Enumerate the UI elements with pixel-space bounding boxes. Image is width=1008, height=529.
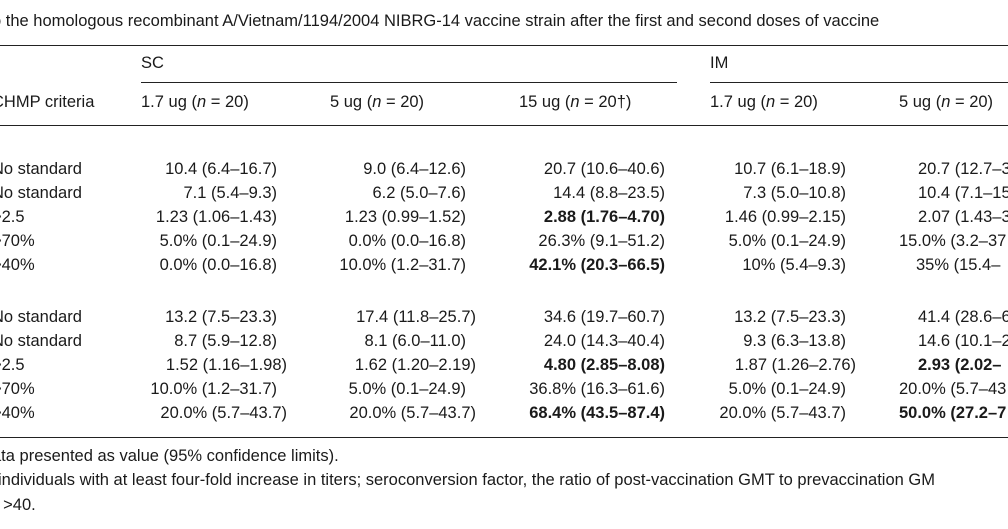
table-cell: 10.7 (6.1–18.9) [734,160,846,178]
table-cell: 35% (15.4– [916,256,1001,274]
table-cell: 10.4 (6.4–16.7) [165,160,277,178]
table-cell: 17.4 (11.8–25.7) [356,308,476,326]
table-cell: 7.1 (5.4–9.3) [183,184,277,202]
table-cell: 41.4 (28.6–6 [918,308,1008,326]
row-criteria: >2.5 [0,356,25,374]
table-cell: 14.6 (10.1–2 [918,332,1008,350]
footnote-2: individuals with at least four-fold incr… [0,471,935,489]
table-cell: 10.0% (1.2–31.7) [339,256,466,274]
table-cell: 20.7 (12.7–3 [918,160,1008,178]
table-cell: 8.1 (6.0–11.0) [364,332,466,350]
table-cell: 20.0% (5.7–43.7) [719,404,846,422]
header-rule [0,125,1008,126]
row-criteria: >2.5 [0,208,25,226]
row-criteria: >40% [0,256,35,274]
table-cell: 20.0% (5.7–43.7) [160,404,287,422]
column-header-im-1-7ug: 1.7 ug (n = 20) [710,93,818,111]
table-cell: 1.46 (0.99–2.15) [724,208,846,226]
table-cell: 0.0% (0.0–16.8) [159,256,277,274]
sc-group-rule [141,82,677,83]
table-cell: 7.3 (5.0–10.8) [743,184,846,202]
column-header-sc-1-7ug: 1.7 ug (n = 20) [141,93,249,111]
column-header-sc-5ug: 5 ug (n = 20) [330,93,425,111]
footnote-3: f >40. [0,496,36,514]
table-cell: 14.4 (8.8–23.5) [553,184,665,202]
table-cell: 9.0 (6.4–12.6) [363,160,466,178]
table-cell: 1.52 (1.16–1.98) [165,356,287,374]
column-header-sc-15ug: 15 ug (n = 20†) [519,93,632,111]
table-cell: 1.62 (1.20–2.19) [354,356,476,374]
table-cell: 2.93 (2.02– [918,356,1002,374]
table-cell: 5.0% (0.1–24.9) [728,380,846,398]
table-cell: 0.0% (0.0–16.8) [348,232,466,250]
table-cell: 2.88 (1.76–4.70) [543,208,665,226]
row-criteria: >40% [0,404,35,422]
table-cell: 1.23 (1.06–1.43) [155,208,277,226]
group-header-im: IM [710,54,729,72]
table-cell: 20.7 (10.6–40.6) [543,160,665,178]
row-criteria: No standard [0,332,82,350]
table-cell: 50.0% (27.2–7 [899,404,1007,422]
row-criteria: >70% [0,380,35,398]
bottom-rule [0,437,1008,438]
column-header-im-5ug: 5 ug (n = 20) [899,93,994,111]
table-cell: 13.2 (7.5–23.3) [165,308,277,326]
row-criteria: >70% [0,232,35,250]
table-cell: 8.7 (5.9–12.8) [174,332,277,350]
table-cell: 20.0% (5.7–43.7) [349,404,476,422]
table-cell: 1.87 (1.26–2.76) [734,356,856,374]
top-rule [0,45,1008,46]
im-group-rule [710,82,1008,83]
table-cell: 2.07 (1.43–3 [918,208,1008,226]
row-criteria: No standard [0,184,82,202]
table-cell: 13.2 (7.5–23.3) [734,308,846,326]
table-cell: 9.3 (6.3–13.8) [743,332,846,350]
table-cell: 24.0 (14.3–40.4) [543,332,665,350]
table-cell: 26.3% (9.1–51.2) [538,232,665,250]
table-cell: 68.4% (43.5–87.4) [529,404,665,422]
table-cell: 20.0% (5.7–43 [899,380,1007,398]
row-criteria: No standard [0,308,82,326]
table-cell: 34.6 (19.7–60.7) [543,308,665,326]
column-header-criteria: CHMP criteria [0,93,95,111]
footnote-1: ata presented as value (95% confidence l… [0,447,339,465]
row-criteria: No standard [0,160,82,178]
table-cell: 42.1% (20.3–66.5) [529,256,665,274]
table-cell: 10.4 (7.1–15 [918,184,1008,202]
table-cell: 10% (5.4–9.3) [742,256,846,274]
table-cell: 15.0% (3.2–37 [899,232,1007,250]
table-cell: 4.80 (2.85–8.08) [543,356,665,374]
table-cell: 6.2 (5.0–7.6) [372,184,466,202]
table-cell: 36.8% (16.3–61.6) [529,380,665,398]
table-caption: o the homologous recombinant A/Vietnam/1… [0,12,880,30]
table-cell: 5.0% (0.1–24.9) [159,232,277,250]
group-header-sc: SC [141,54,164,72]
table-cell: 10.0% (1.2–31.7) [150,380,277,398]
table-cell: 5.0% (0.1–24.9) [348,380,466,398]
table-cell: 1.23 (0.99–1.52) [344,208,466,226]
table-cell: 5.0% (0.1–24.9) [728,232,846,250]
